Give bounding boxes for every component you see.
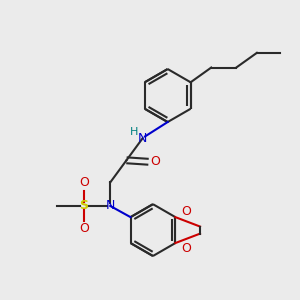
Text: N: N: [106, 200, 115, 212]
Text: O: O: [182, 242, 191, 255]
Text: S: S: [79, 200, 88, 212]
Text: O: O: [182, 205, 191, 218]
Text: H: H: [130, 127, 139, 137]
Text: O: O: [79, 176, 89, 190]
Text: O: O: [79, 222, 89, 236]
Text: O: O: [150, 155, 160, 168]
Text: N: N: [138, 132, 147, 145]
